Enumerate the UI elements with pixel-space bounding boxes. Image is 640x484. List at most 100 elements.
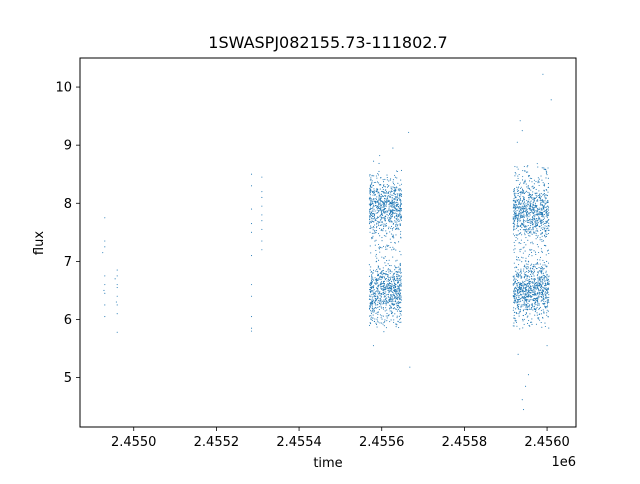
- data-point: [514, 175, 516, 177]
- data-point: [398, 276, 400, 278]
- data-point: [517, 305, 520, 308]
- data-point: [537, 271, 539, 273]
- data-point: [389, 231, 391, 233]
- data-point: [545, 294, 547, 296]
- data-point: [522, 318, 524, 320]
- data-point: [385, 294, 387, 296]
- data-point: [544, 306, 546, 308]
- data-point: [394, 288, 396, 291]
- data-point: [547, 306, 549, 308]
- data-point: [515, 239, 517, 242]
- data-point: [521, 201, 524, 203]
- data-point: [380, 221, 382, 223]
- data-point: [380, 306, 382, 308]
- data-point: [531, 229, 533, 231]
- data-point: [520, 212, 522, 214]
- data-point: [514, 212, 516, 214]
- data-point: [539, 313, 541, 315]
- data-point: [516, 207, 518, 209]
- data-point: [538, 278, 540, 281]
- data-point: [541, 299, 543, 301]
- data-point: [545, 297, 547, 299]
- data-point: [376, 270, 378, 272]
- data-point: [397, 304, 399, 306]
- data-point: [388, 276, 390, 279]
- data-point: [369, 217, 371, 219]
- data-point: [375, 212, 377, 214]
- data-point: [387, 196, 389, 198]
- data-point: [529, 193, 532, 196]
- data-point: [532, 187, 534, 190]
- data-point: [396, 204, 398, 206]
- data-point: [524, 304, 526, 306]
- data-point: [378, 195, 380, 197]
- data-point: [388, 297, 390, 299]
- data-point: [538, 279, 540, 281]
- data-point: [385, 327, 387, 329]
- data-point: [529, 313, 531, 315]
- data-point: [261, 196, 263, 199]
- data-point: [388, 283, 390, 285]
- data-point: [522, 290, 524, 292]
- data-point: [535, 217, 538, 220]
- data-point: [526, 186, 528, 188]
- data-point: [390, 306, 393, 308]
- data-point: [385, 307, 387, 309]
- data-point: [520, 186, 522, 188]
- data-point: [400, 217, 402, 219]
- data-point: [514, 248, 516, 250]
- data-point: [538, 308, 540, 310]
- data-point: [542, 228, 544, 230]
- data-point: [377, 295, 379, 297]
- data-point: [400, 276, 402, 278]
- data-point: [392, 179, 394, 181]
- data-point: [520, 210, 522, 212]
- data-point: [524, 226, 526, 229]
- data-point: [374, 318, 376, 320]
- data-point: [542, 199, 544, 201]
- data-point: [379, 314, 381, 316]
- data-point: [388, 259, 390, 261]
- data-point: [390, 202, 393, 204]
- data-point: [540, 281, 542, 283]
- data-point: [375, 300, 377, 302]
- data-point: [517, 179, 519, 182]
- data-point: [371, 310, 374, 312]
- data-point: [391, 249, 393, 251]
- data-point: [525, 204, 527, 207]
- data-point: [374, 194, 376, 197]
- data-point: [537, 180, 539, 182]
- data-point: [514, 200, 516, 202]
- data-point: [400, 169, 403, 172]
- data-point: [543, 312, 545, 314]
- data-point: [383, 325, 385, 327]
- data-point: [372, 311, 374, 313]
- data-point: [391, 206, 393, 208]
- data-point: [523, 291, 525, 293]
- data-point: [546, 289, 548, 291]
- data-point: [513, 210, 515, 212]
- data-point: [394, 174, 396, 176]
- data-point: [376, 326, 378, 328]
- data-point: [261, 240, 263, 242]
- data-point: [536, 259, 539, 261]
- data-point: [528, 320, 530, 322]
- data-point: [548, 213, 550, 215]
- data-point: [517, 302, 519, 304]
- data-point: [541, 240, 543, 242]
- data-point: [375, 280, 377, 282]
- data-point: [531, 295, 533, 297]
- data-point: [512, 325, 514, 327]
- data-point: [536, 300, 538, 302]
- data-point: [539, 194, 541, 197]
- data-point: [546, 279, 548, 281]
- data-point: [530, 295, 532, 297]
- data-point: [379, 277, 381, 279]
- data-point: [514, 267, 516, 269]
- data-point: [370, 301, 372, 304]
- data-point: [541, 271, 543, 273]
- data-point: [374, 218, 376, 220]
- data-point: [534, 286, 536, 288]
- data-point: [529, 268, 531, 270]
